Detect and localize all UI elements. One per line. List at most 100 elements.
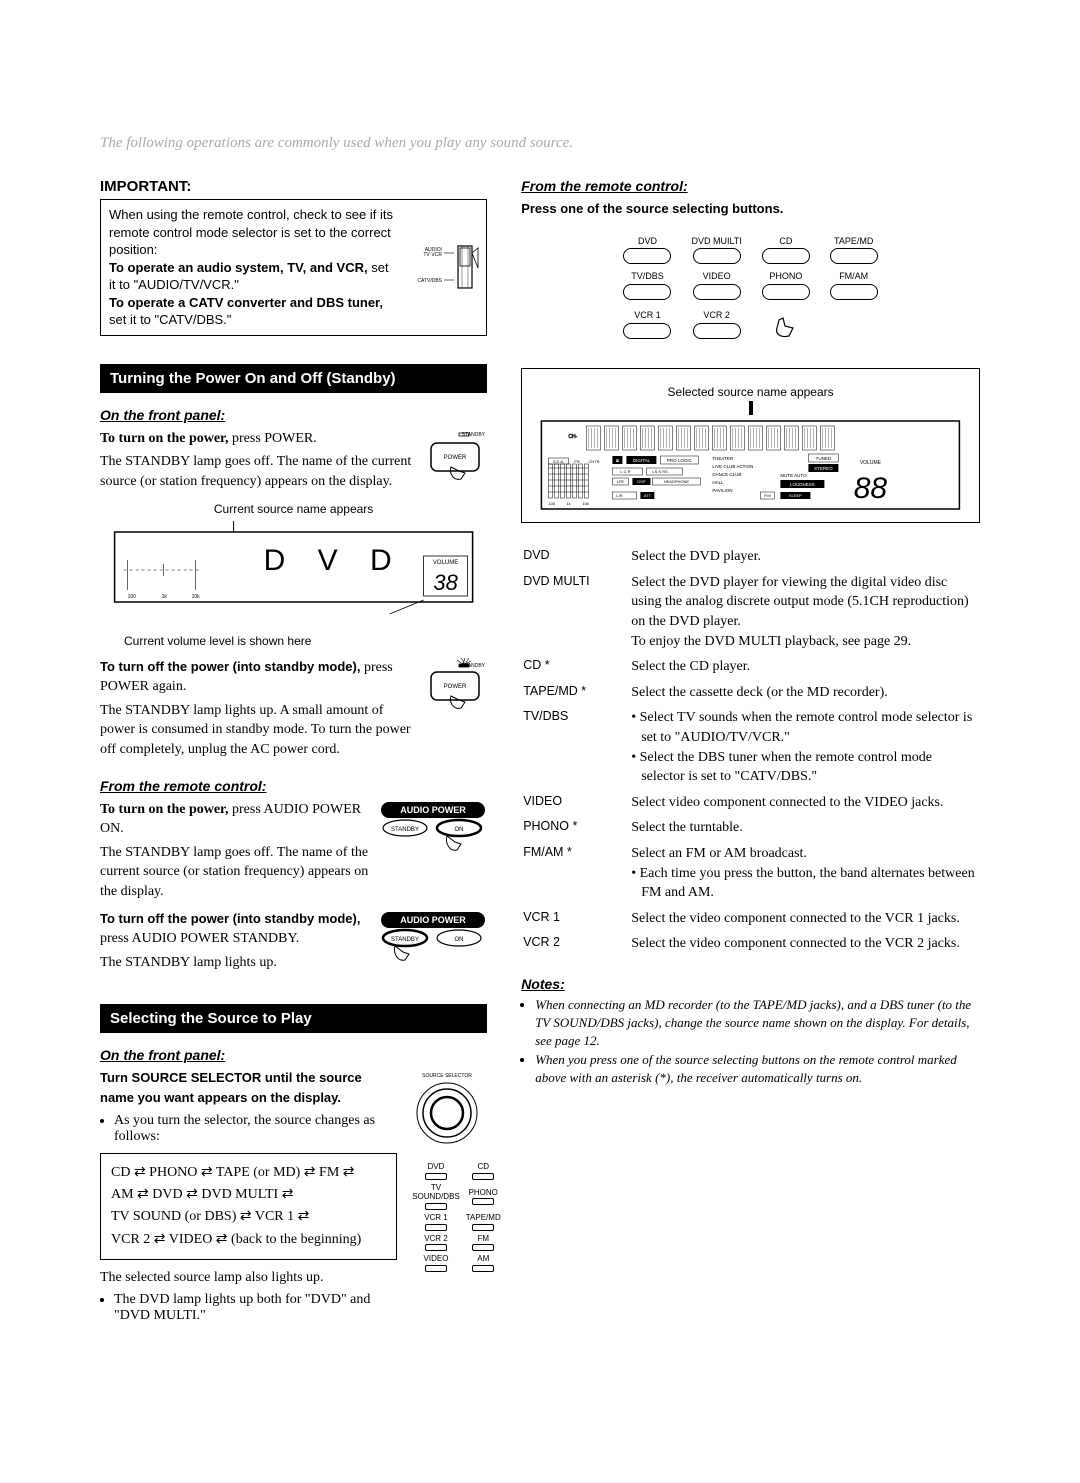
rc-off-desc: The STANDBY lamp lights up. [100, 953, 369, 973]
rc-off-rest: press AUDIO POWER STANDBY. [100, 931, 299, 946]
remote-source-button [823, 307, 885, 342]
source-desc: Select the video component connected to … [631, 907, 978, 931]
source-desc: Select the turntable. [631, 816, 978, 840]
source-desc: • Select TV sounds when the remote contr… [631, 706, 978, 788]
note-1: When connecting an MD recorder (to the T… [535, 996, 980, 1051]
svg-text:TUNED: TUNED [816, 456, 832, 461]
source-key: TAPE/MD * [523, 681, 629, 705]
rc-on-desc: The STANDBY lamp goes off. The name of t… [100, 843, 369, 902]
svg-text:TV·VCR: TV·VCR [424, 252, 443, 258]
svg-text:STEREO: STEREO [814, 466, 833, 471]
source-lamp-grid: DVDCDTV SOUND/DBSPHONOVCR 1TAPE/MDVCR 2F… [407, 1160, 487, 1275]
remote-source-button: VCR 1 [617, 307, 679, 342]
source-lamp: TV SOUND/DBS [411, 1183, 461, 1211]
svg-text:1k: 1k [162, 594, 168, 600]
svg-text:STANDBY: STANDBY [391, 937, 419, 943]
source-key: DVD [523, 545, 629, 569]
remote-source-button: VIDEO [684, 271, 749, 301]
svg-text:PRO LOGIC: PRO LOGIC [667, 458, 693, 463]
source-lamp: AM [465, 1254, 502, 1273]
svg-text:DANCE CLUB: DANCE CLUB [713, 472, 742, 477]
svg-text:CATV/DBS: CATV/DBS [418, 278, 443, 284]
svg-text:SLEEP: SLEEP [789, 493, 802, 498]
svg-text:100: 100 [128, 594, 137, 600]
source-lamp: VIDEO [411, 1254, 461, 1273]
mode-selector-icon: AUDIO/ TV·VCR CATV/DBS [406, 242, 480, 292]
source-key: PHONO * [523, 816, 629, 840]
source-lamp: PHONO [465, 1183, 502, 1211]
src-p1-bold: Turn SOURCE SELECTOR until the source na… [100, 1070, 362, 1105]
chain-2: AM ⇄ DVD ⇄ DVD MULTI ⇄ [111, 1184, 386, 1206]
sub-front-panel-1: On the front panel: [100, 407, 487, 423]
svg-text:STANDBY: STANDBY [391, 827, 419, 833]
important-line3-rest: set it to "CATV/DBS." [109, 312, 231, 327]
svg-text:⧈: ⧈ [616, 458, 619, 464]
rc-on-bold: To turn on the power, [100, 802, 229, 817]
svg-text:38: 38 [433, 570, 458, 595]
svg-text:FR: FR [575, 459, 580, 464]
turn-on-bold: To turn on the power, [100, 431, 229, 446]
source-definitions-table: DVDSelect the DVD player.DVD MULTISelect… [521, 543, 980, 958]
svg-text:LS S RS: LS S RS [653, 469, 669, 474]
remote-source-button: CD [755, 236, 817, 266]
svg-text:10k: 10k [583, 501, 589, 506]
important-line3-bold: To operate a CATV converter and DBS tune… [109, 295, 383, 310]
off1-bold: To turn off the power (into standby mode… [100, 659, 360, 674]
svg-text:LIVE CLUB ACTION: LIVE CLUB ACTION [713, 464, 754, 469]
svg-text:AUDIO POWER: AUDIO POWER [400, 915, 466, 925]
svg-text:LOUDNESS: LOUDNESS [790, 482, 815, 487]
svg-text:L/R: L/R [617, 493, 623, 498]
source-key: VCR 1 [523, 907, 629, 931]
source-desc: Select the video component connected to … [631, 932, 978, 956]
source-key: VCR 2 [523, 932, 629, 956]
svg-text:L C R: L C R [621, 469, 631, 474]
source-desc: Select an FM or AM broadcast.• Each time… [631, 842, 978, 905]
important-line2-bold: To operate an audio system, TV, and VCR, [109, 260, 368, 275]
important-line1: When using the remote control, check to … [109, 207, 393, 257]
src-p2: As you turn the selector, the source cha… [114, 1113, 397, 1145]
audio-power-standby-icon: AUDIO POWER STANDBY ON [379, 910, 487, 968]
source-chain-box: CD ⇄ PHONO ⇄ TAPE (or MD) ⇄ FM ⇄ AM ⇄ DV… [100, 1153, 397, 1261]
chain-3: TV SOUND (or DBS) ⇄ VCR 1 ⇄ [111, 1206, 386, 1228]
power-button-off-icon: STANDBY POWER [423, 658, 487, 716]
off1-desc: The STANDBY lamp lights up. A small amou… [100, 701, 413, 760]
svg-text:POWER: POWER [444, 684, 467, 690]
audio-power-on-icon: AUDIO POWER STANDBY ON [379, 800, 487, 858]
lamp-note2: The DVD lamp lights up both for "DVD" an… [114, 1292, 397, 1324]
source-selector-dial-icon: SOURCE SELECTOR [407, 1069, 487, 1154]
svg-text:CNTR: CNTR [589, 459, 600, 464]
remote-source-button: VCR 2 [684, 307, 749, 342]
svg-text:MUTE AUTO: MUTE AUTO [781, 473, 808, 478]
remote-source-button: TV/DBS [617, 271, 679, 301]
svg-text:VOLUME: VOLUME [860, 460, 882, 466]
svg-text:PAVILION: PAVILION [713, 488, 733, 493]
source-desc: Select the CD player. [631, 655, 978, 679]
source-desc: Select video component connected to the … [631, 791, 978, 815]
source-key: DVD MULTI [523, 571, 629, 653]
remote-source-button [755, 307, 817, 342]
intro-text: The following operations are commonly us… [100, 135, 980, 152]
svg-text:POWER: POWER [444, 455, 467, 461]
source-lamp: FM [465, 1234, 502, 1253]
svg-text:VOLUME: VOLUME [433, 560, 458, 566]
section-bar-power: Turning the Power On and Off (Standby) [100, 364, 487, 393]
svg-text:THEATER: THEATER [713, 456, 734, 461]
disp-caption-1: Current source name appears [100, 502, 487, 516]
svg-text:S.E.A.: S.E.A. [553, 459, 564, 464]
turn-on-desc: The STANDBY lamp goes off. The name of t… [100, 452, 413, 491]
svg-text:HALL: HALL [713, 480, 725, 485]
source-desc: Select the DVD player for viewing the di… [631, 571, 978, 653]
power-button-icon: STANDBY POWER [423, 429, 487, 487]
notes-heading: Notes: [521, 976, 980, 992]
press-source-bold: Press one of the source selecting button… [521, 201, 783, 216]
svg-text:1k: 1k [567, 501, 571, 506]
svg-text:DSP: DSP [637, 479, 646, 484]
note-2: When you press one of the source selecti… [535, 1051, 980, 1087]
remote-source-button: PHONO [755, 271, 817, 301]
display-panel-1: D V D 100 1k 10k VOLUME 38 [100, 520, 487, 628]
display-panel-2-box: Selected source name appears CH- [521, 368, 980, 523]
svg-text:ON: ON [455, 827, 464, 833]
source-key: VIDEO [523, 791, 629, 815]
svg-text:STANDBY: STANDBY [462, 663, 486, 669]
svg-text:AUDIO POWER: AUDIO POWER [400, 805, 466, 815]
